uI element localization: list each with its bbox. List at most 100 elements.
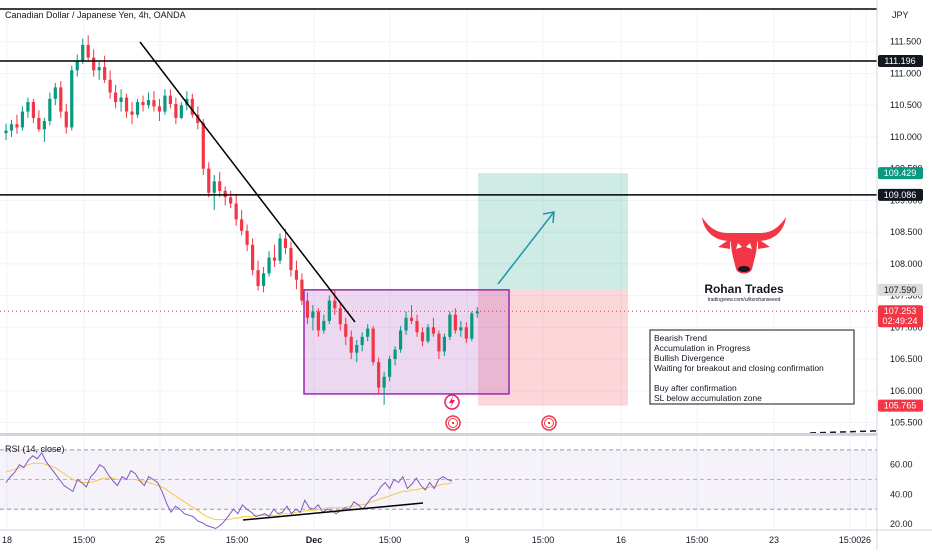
- time-label: 15:00: [839, 535, 862, 545]
- candle: [470, 311, 474, 342]
- rsi-tick: 60.00: [890, 460, 913, 470]
- candle: [251, 238, 255, 276]
- candle: [316, 308, 320, 337]
- price-label[interactable]: 109.429: [878, 167, 923, 180]
- price-label-bg: [878, 283, 923, 296]
- candle: [31, 98, 35, 123]
- position-target-zone[interactable]: [478, 173, 628, 290]
- candle-body: [420, 332, 425, 342]
- candle-body: [141, 102, 145, 106]
- candle-body: [322, 320, 326, 331]
- price-label[interactable]: 107.590: [878, 283, 923, 296]
- candle-body: [272, 257, 277, 261]
- candle: [360, 332, 364, 352]
- price-label-text: 107.590: [884, 285, 917, 295]
- candle-body: [103, 67, 107, 80]
- candle-body: [15, 124, 19, 128]
- candle-body: [459, 327, 463, 331]
- bull-logo-icon: [702, 217, 786, 274]
- candle-body: [59, 87, 63, 112]
- candle: [272, 244, 277, 268]
- candle-body: [81, 44, 85, 61]
- price-label[interactable]: 105.765: [878, 399, 923, 412]
- time-label: 16: [616, 535, 626, 545]
- price-label[interactable]: 111.196: [878, 55, 923, 68]
- rsi-pane[interactable]: RSI (14, close): [0, 444, 877, 530]
- candle-body: [338, 308, 342, 325]
- candle-body: [371, 328, 375, 363]
- candle: [15, 114, 19, 134]
- candle-body: [426, 327, 430, 342]
- candle-body: [393, 349, 397, 360]
- candle: [327, 295, 331, 325]
- price-tick: 105.500: [890, 417, 923, 427]
- candle-body: [278, 238, 282, 261]
- candle-body: [174, 103, 178, 118]
- candle-body: [294, 270, 299, 280]
- pane-separator[interactable]: [0, 433, 877, 436]
- price-label-text: 111.196: [884, 56, 915, 66]
- candle: [218, 171, 222, 198]
- candle-body: [404, 317, 408, 331]
- candle-body: [316, 311, 320, 331]
- flash-event-icon[interactable]: [444, 394, 460, 410]
- candle-body: [86, 44, 90, 58]
- candle: [388, 355, 392, 382]
- candle: [223, 186, 227, 206]
- price-label-bg: [878, 167, 923, 180]
- candles: [4, 35, 479, 405]
- time-label: 9: [464, 535, 469, 545]
- economic-event-icon[interactable]: [541, 415, 557, 431]
- candle-body: [37, 117, 41, 130]
- rsi-line: [5, 451, 453, 530]
- candle: [81, 38, 85, 64]
- candle: [108, 70, 112, 99]
- candle: [207, 162, 211, 198]
- candle: [283, 228, 288, 255]
- candle-body: [261, 273, 266, 287]
- note-line: Bearish Trend: [654, 333, 707, 343]
- price-tick: 110.500: [890, 100, 922, 110]
- bullish-projection-arrow[interactable]: [497, 211, 555, 285]
- price-label-text: 105.765: [884, 401, 917, 411]
- candle: [37, 110, 41, 132]
- bearish-trend-line[interactable]: [139, 41, 356, 323]
- price-label-bg: [878, 55, 923, 68]
- horizontal-levels[interactable]: [0, 60, 877, 196]
- candle-body: [70, 70, 74, 128]
- candle-body: [212, 181, 216, 193]
- candle-body: [48, 98, 52, 122]
- candle: [86, 35, 90, 61]
- candle-body: [349, 336, 353, 353]
- accumulation-zone[interactable]: [303, 289, 510, 395]
- candle-body: [289, 247, 293, 271]
- candle: [415, 314, 419, 337]
- candle-body: [409, 317, 414, 321]
- candle: [289, 241, 293, 277]
- logo-url: tradingview.com/u/itsrohanseeed: [708, 297, 781, 303]
- position-stop-zone[interactable]: [478, 289, 628, 406]
- candle: [475, 306, 479, 318]
- candle: [201, 119, 205, 175]
- economic-event-icon[interactable]: [445, 415, 461, 431]
- candle: [344, 317, 348, 346]
- price-label-text: 109.086: [884, 190, 917, 200]
- candle-body: [42, 121, 46, 130]
- candle-body: [114, 92, 118, 103]
- price-scale[interactable]: JPY 111.500111.000110.500110.000109.5001…: [876, 0, 932, 550]
- candle: [355, 339, 359, 363]
- candle-body: [333, 300, 337, 309]
- price-label[interactable]: 109.086: [878, 188, 923, 201]
- candle: [174, 97, 178, 125]
- candle-body: [97, 67, 101, 71]
- candle: [124, 93, 129, 118]
- divergence-line[interactable]: [242, 502, 424, 521]
- price-tick: 106.500: [890, 354, 923, 364]
- candle-body: [448, 314, 452, 337]
- time-axis[interactable]: 18 15:00 25 15:00 Dec 15:00 9 15:00 16 15:00 23 15:…: [0, 529, 932, 545]
- candle: [382, 371, 386, 405]
